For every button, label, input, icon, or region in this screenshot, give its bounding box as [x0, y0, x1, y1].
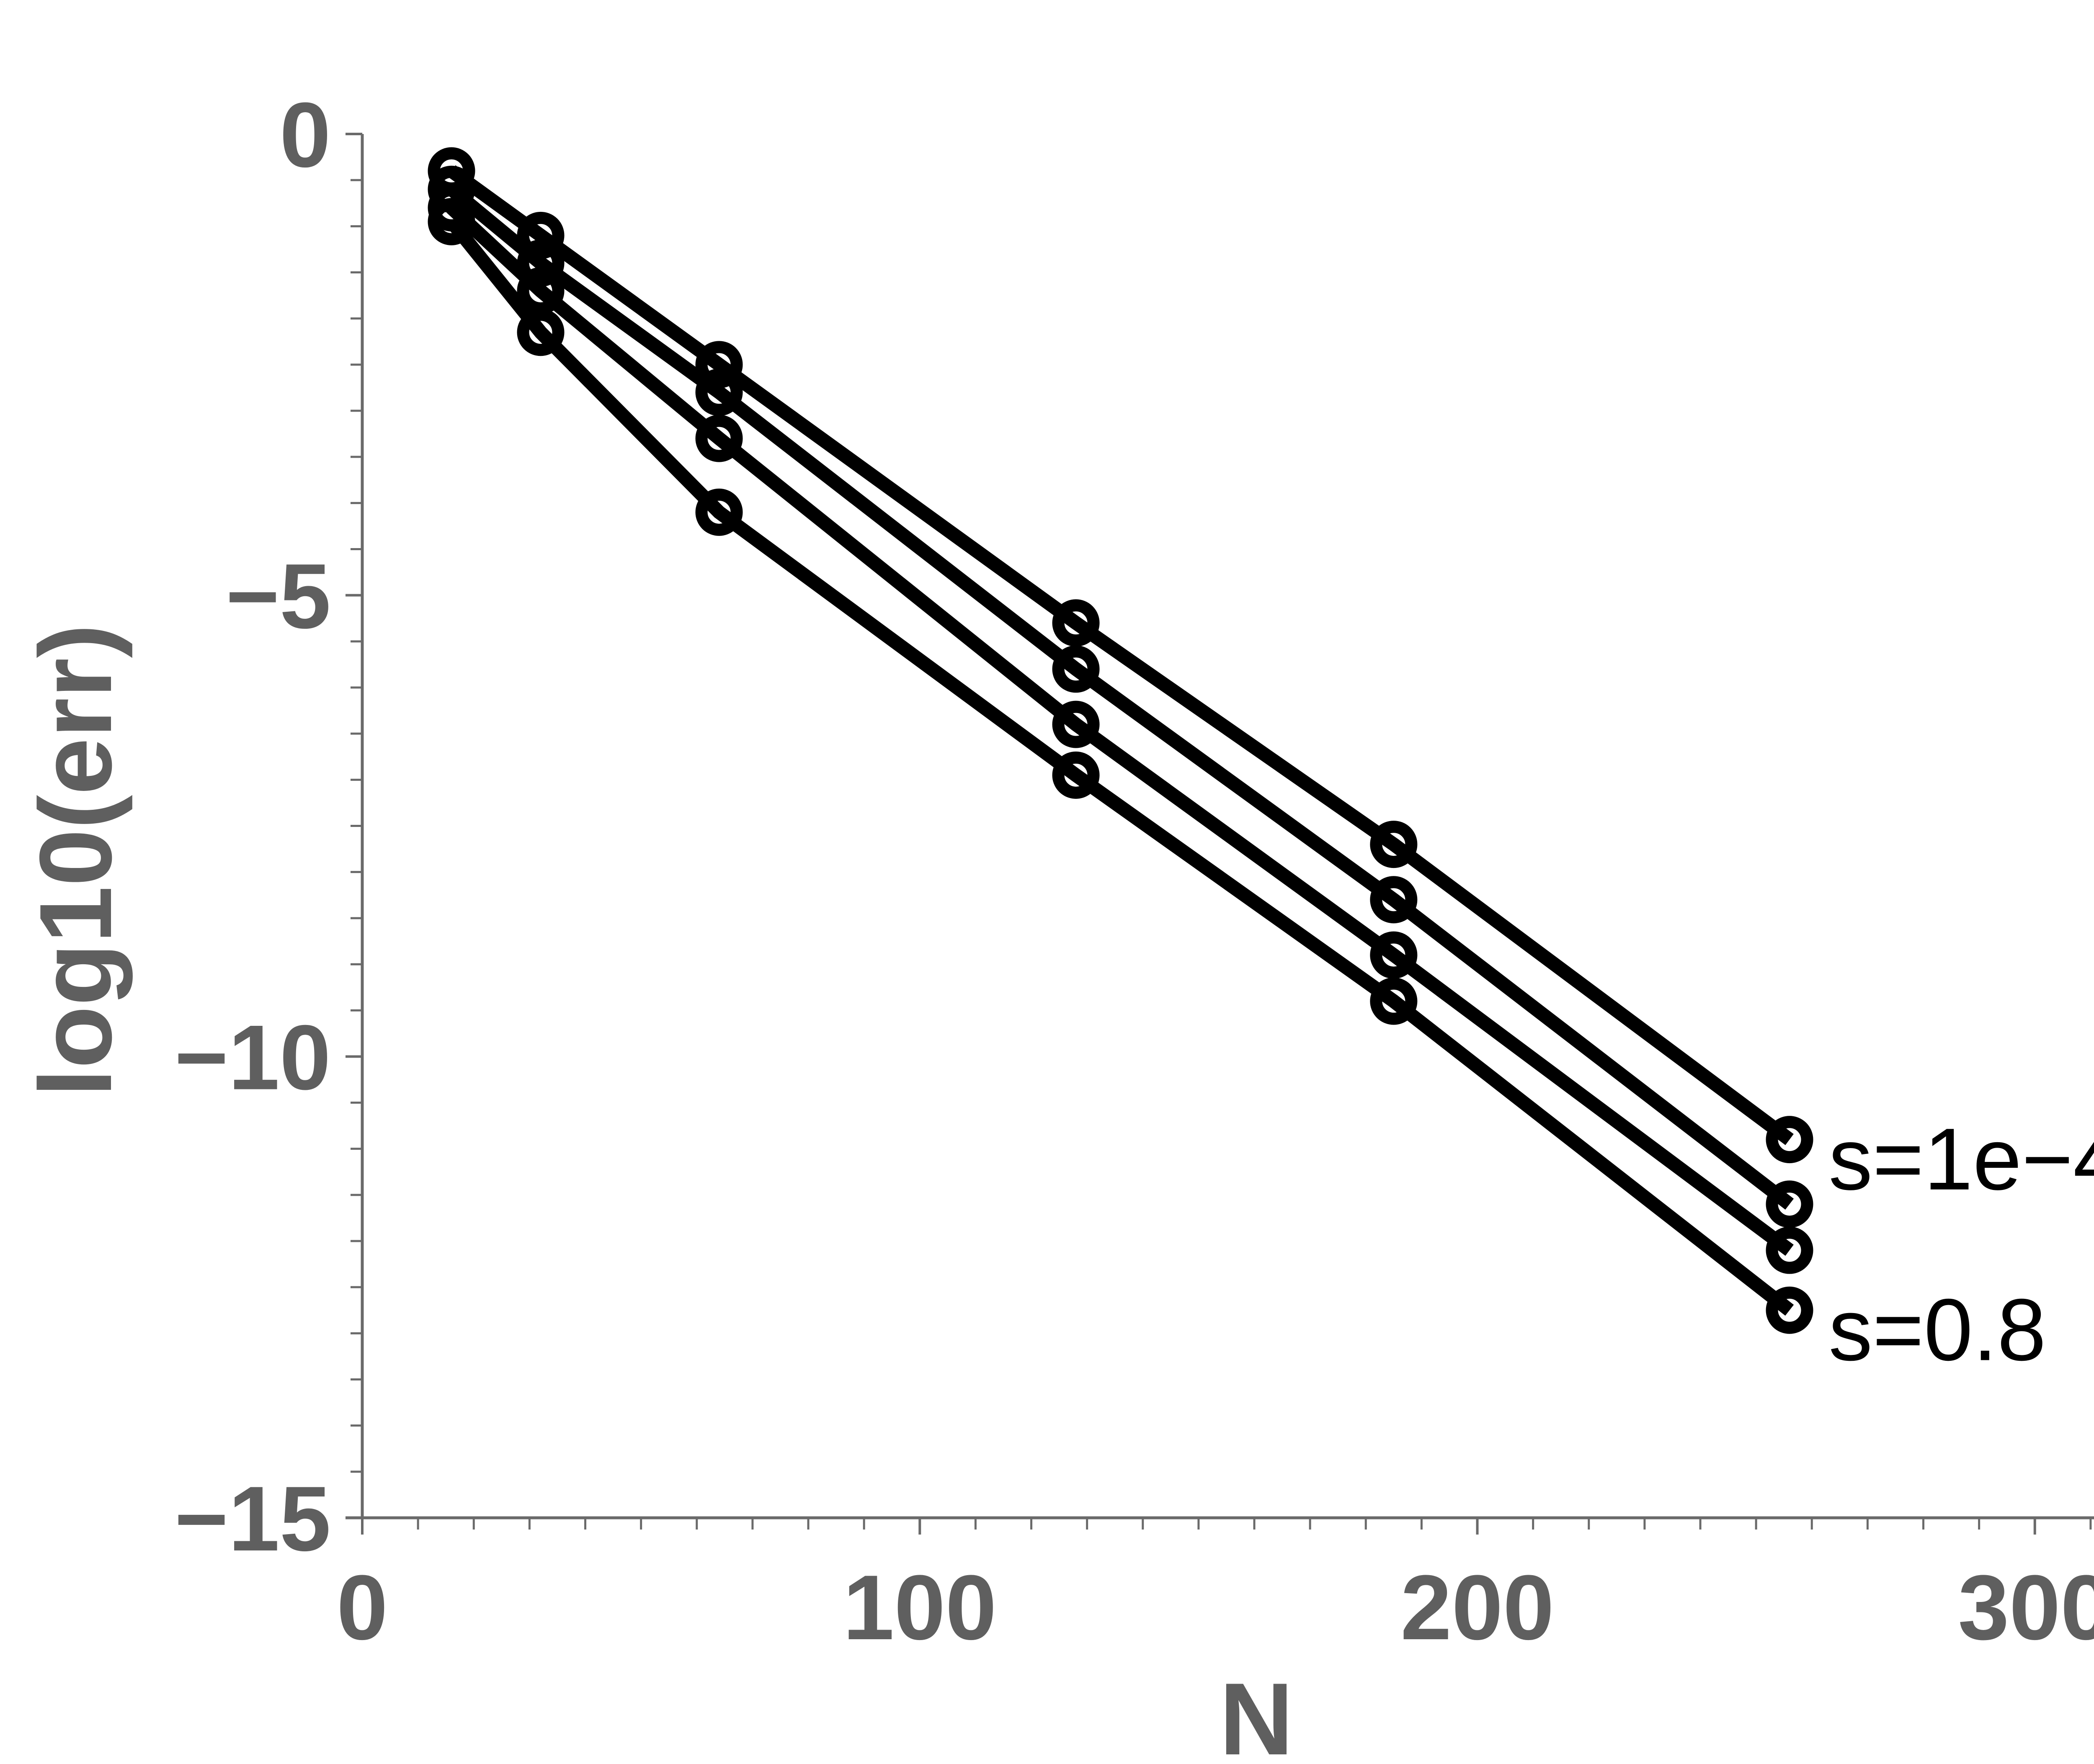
- data-point-marker: [517, 267, 565, 315]
- data-point-marker: [1766, 1180, 1813, 1228]
- data-point-marker: [1052, 751, 1100, 799]
- x-tick-label: 200: [1400, 1556, 1554, 1659]
- y-tick-label: 0: [280, 83, 331, 186]
- data-point-marker: [517, 239, 565, 287]
- data-point-marker: [1370, 876, 1418, 924]
- x-tick-label: 300: [1958, 1556, 2094, 1659]
- marker-group: [428, 147, 1813, 1334]
- data-point-marker: [517, 309, 565, 356]
- x-tick-label: 100: [843, 1556, 997, 1659]
- data-point-marker: [1052, 700, 1100, 748]
- series-line-4: [446, 217, 1794, 1316]
- series-group: [446, 165, 1794, 1316]
- data-point-marker: [695, 368, 743, 416]
- data-point-marker: [1766, 1226, 1813, 1274]
- annotations: s=1e−4 s=0.8: [1828, 1110, 2094, 1379]
- series-line-1: [447, 165, 1794, 1145]
- series-annotation-2: s=0.8: [1828, 1280, 2046, 1379]
- x-tick-label: 0: [337, 1556, 388, 1659]
- y-axis-title: log10(err): [18, 624, 133, 1097]
- series-annotation-1: s=1e−4: [1828, 1110, 2094, 1208]
- data-point-marker: [1370, 977, 1418, 1025]
- data-point-marker: [1052, 599, 1100, 647]
- data-point-marker: [1370, 931, 1418, 979]
- y-axis-tick-labels: 0 −5 −10 −15: [175, 83, 331, 1570]
- y-tick-label: −15: [175, 1467, 331, 1570]
- x-axis-tick-labels: 0 100 200 300: [337, 1556, 2094, 1659]
- series-line-3: [446, 203, 1794, 1256]
- y-tick-label: −10: [175, 1006, 331, 1109]
- data-point-marker: [517, 211, 565, 259]
- x-axis-ticks: [361, 1518, 2092, 1535]
- data-point-marker: [428, 198, 475, 245]
- series-line-2: [447, 184, 1794, 1210]
- data-point-marker: [695, 341, 743, 389]
- y-tick-label: −5: [226, 545, 331, 648]
- data-point-marker: [1766, 1286, 1813, 1334]
- x-axis-title: N: [1220, 1661, 1294, 1764]
- data-point-marker: [695, 415, 743, 462]
- data-point-marker: [1766, 1116, 1813, 1164]
- data-point-marker: [1052, 645, 1100, 693]
- data-point-marker: [1370, 821, 1418, 868]
- axes: 0 −5 −10 −15 0 100 200 300: [175, 83, 2094, 1659]
- data-point-marker: [695, 488, 743, 536]
- y-axis-ticks: [346, 133, 362, 1519]
